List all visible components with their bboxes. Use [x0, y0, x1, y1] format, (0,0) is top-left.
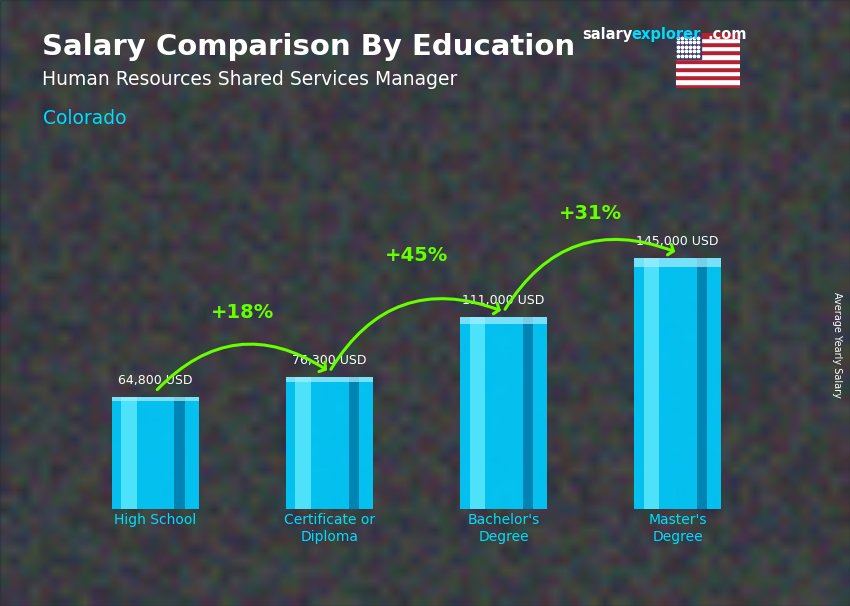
- Bar: [676, 46, 740, 50]
- Text: +18%: +18%: [211, 303, 274, 322]
- Text: .com: .com: [707, 27, 746, 42]
- Bar: [676, 84, 740, 88]
- Text: explorer: explorer: [632, 27, 701, 42]
- Bar: [676, 67, 740, 71]
- Bar: [634, 258, 722, 267]
- Bar: [676, 75, 740, 79]
- Text: 145,000 USD: 145,000 USD: [637, 236, 719, 248]
- Text: 64,800 USD: 64,800 USD: [118, 375, 193, 387]
- Bar: [634, 258, 722, 509]
- Text: High School: High School: [114, 513, 196, 527]
- Text: Colorado: Colorado: [42, 109, 126, 128]
- Bar: [523, 317, 533, 509]
- Text: Certificate or
Diploma: Certificate or Diploma: [284, 513, 375, 544]
- Bar: [676, 50, 740, 55]
- Text: Salary Comparison By Education: Salary Comparison By Education: [42, 33, 575, 61]
- Bar: [348, 377, 359, 509]
- Bar: [676, 71, 740, 75]
- Text: salary: salary: [582, 27, 632, 42]
- Text: Average Yearly Salary: Average Yearly Salary: [832, 293, 842, 398]
- Bar: [676, 79, 740, 84]
- Bar: [111, 397, 199, 401]
- Bar: [460, 317, 547, 509]
- Bar: [174, 397, 185, 509]
- Bar: [676, 33, 740, 38]
- Bar: [676, 59, 740, 62]
- Bar: [676, 55, 740, 59]
- Bar: [676, 33, 701, 59]
- Bar: [469, 317, 485, 509]
- Text: Bachelor's
Degree: Bachelor's Degree: [468, 513, 540, 544]
- Bar: [111, 397, 199, 509]
- Bar: [676, 38, 740, 42]
- Bar: [676, 62, 740, 67]
- Bar: [676, 42, 740, 46]
- Bar: [460, 317, 547, 324]
- Text: 111,000 USD: 111,000 USD: [462, 295, 545, 307]
- Bar: [122, 397, 137, 509]
- Text: Master's
Degree: Master's Degree: [649, 513, 707, 544]
- Text: +31%: +31%: [559, 204, 622, 224]
- Text: Human Resources Shared Services Manager: Human Resources Shared Services Manager: [42, 70, 458, 88]
- Bar: [286, 377, 373, 509]
- Bar: [286, 377, 373, 382]
- Bar: [296, 377, 311, 509]
- Text: 76,300 USD: 76,300 USD: [292, 355, 366, 367]
- Bar: [643, 258, 660, 509]
- Bar: [697, 258, 707, 509]
- Text: +45%: +45%: [385, 246, 448, 265]
